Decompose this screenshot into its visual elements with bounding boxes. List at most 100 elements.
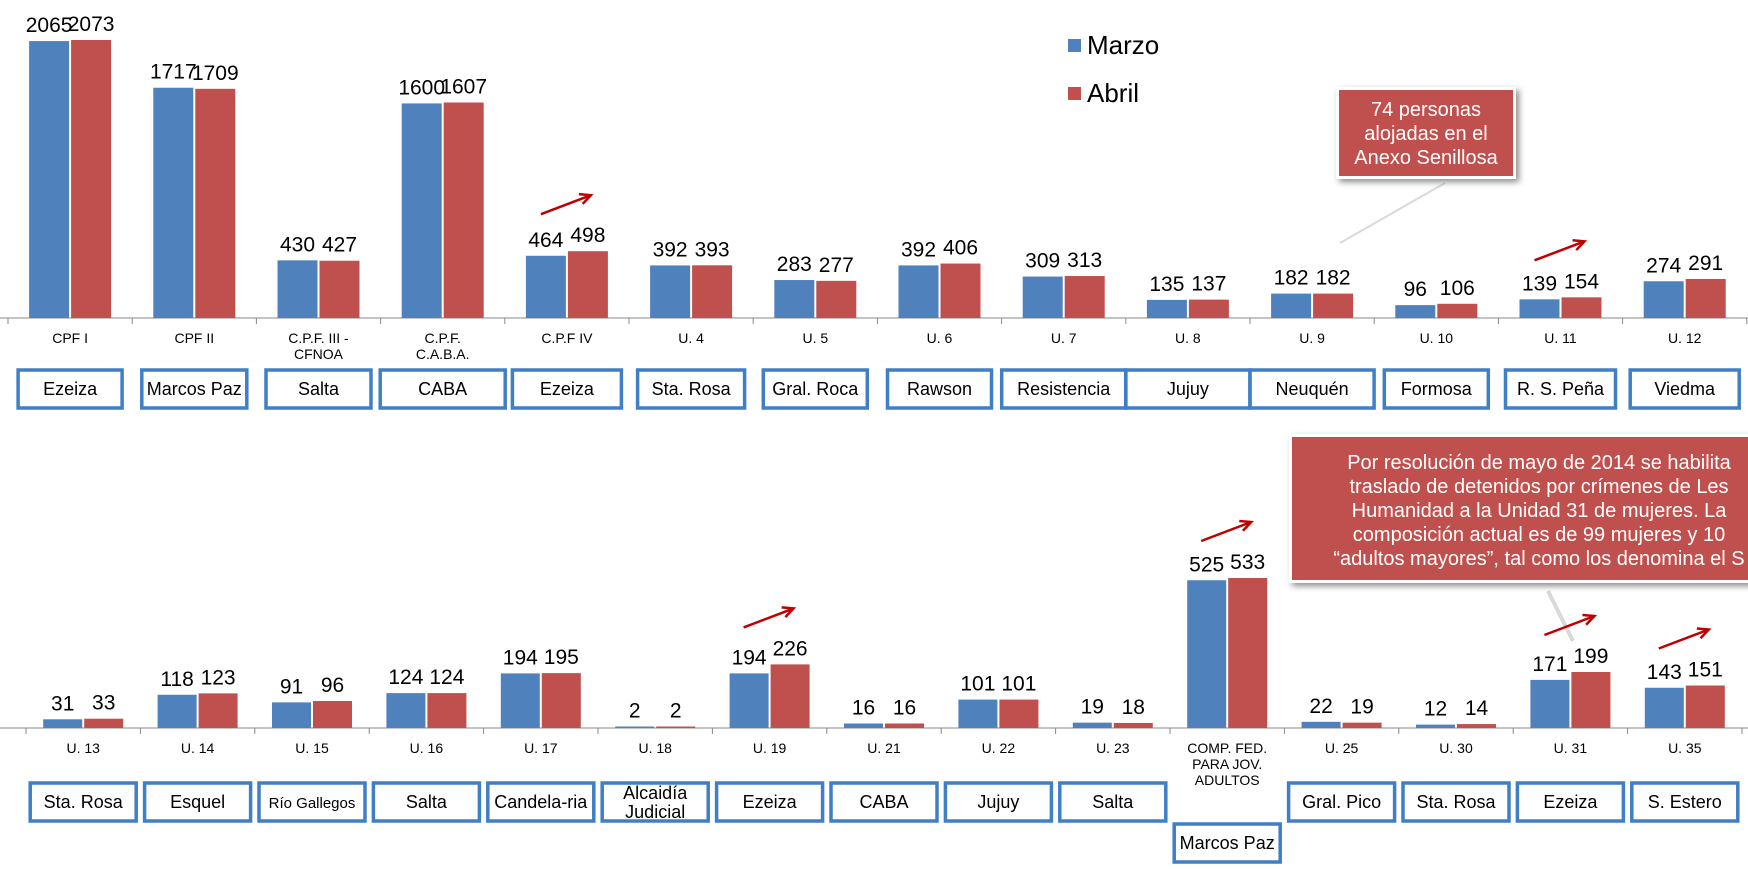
category-label: U. 4 — [678, 330, 704, 346]
location-label: Ezeiza — [43, 379, 98, 399]
data-label-marzo: 171 — [1532, 653, 1567, 676]
bar-marzo — [1530, 679, 1570, 728]
data-label-marzo: 2065 — [26, 14, 73, 37]
bar-abril — [1188, 299, 1229, 318]
bar-abril — [692, 265, 733, 318]
increase-arrow-head — [1696, 627, 1712, 640]
location-label: Sta. Rosa — [1416, 792, 1496, 812]
data-label-marzo: 283 — [777, 253, 812, 276]
bar-marzo — [958, 699, 998, 728]
location-label: S. Estero — [1648, 792, 1722, 812]
data-label-marzo: 525 — [1189, 553, 1224, 576]
location-label: Rawson — [907, 379, 972, 399]
location-label: Sta. Rosa — [652, 379, 732, 399]
location-label: Marcos Paz — [147, 379, 242, 399]
legend-label-marzo: Marzo — [1087, 30, 1160, 60]
data-label-abril: 226 — [773, 637, 808, 660]
bar-abril — [885, 723, 924, 728]
bar-marzo — [1416, 724, 1455, 728]
location-label: R. S. Peña — [1517, 379, 1605, 399]
category-label: U. 16 — [410, 740, 444, 756]
bar-abril — [1313, 293, 1354, 318]
location-label: Ezeiza — [743, 792, 798, 812]
location-label: Esquel — [170, 792, 225, 812]
category-label: U. 8 — [1175, 330, 1201, 346]
increase-arrow — [1200, 520, 1252, 543]
location-box — [761, 368, 870, 410]
category-label: CPF I — [52, 330, 88, 346]
bar-marzo — [525, 255, 566, 318]
bar-marzo — [1519, 299, 1560, 318]
bar-abril — [940, 263, 981, 318]
location-box — [1248, 368, 1376, 410]
data-label-abril: 393 — [695, 238, 730, 261]
category-label: U. 17 — [524, 740, 558, 756]
bar-marzo — [1271, 293, 1312, 318]
location-label: Ezeiza — [1543, 792, 1598, 812]
location-label: Viedma — [1654, 379, 1716, 399]
location-box — [1382, 368, 1491, 410]
bar-abril — [1685, 278, 1726, 318]
location-box — [264, 368, 373, 410]
data-label-abril: 96 — [321, 674, 344, 697]
location-box — [885, 368, 994, 410]
category-label: C.P.F IV — [541, 330, 593, 346]
location-label: Alcaidía — [623, 783, 688, 803]
location-label: Gral. Pico — [1302, 792, 1381, 812]
bar-marzo — [615, 726, 655, 728]
data-label-marzo: 96 — [1404, 278, 1427, 301]
legend-label-abril: Abril — [1087, 78, 1140, 108]
bar-abril — [313, 700, 352, 728]
legend-marzo: Marzo — [1068, 30, 1159, 61]
location-box — [714, 781, 825, 823]
bar-marzo — [157, 694, 197, 728]
data-label-marzo: 19 — [1081, 696, 1104, 719]
data-label-abril: 498 — [570, 224, 605, 247]
bar-abril — [816, 280, 857, 318]
bar-abril — [770, 664, 810, 728]
category-label: U. 14 — [181, 740, 215, 756]
category-label: U. 35 — [1668, 740, 1702, 756]
data-label-marzo: 139 — [1522, 272, 1557, 295]
bar-marzo — [844, 723, 883, 728]
location-label: Candela-ria — [494, 792, 588, 812]
data-label-abril: 124 — [429, 666, 464, 689]
location-box — [635, 368, 747, 410]
category-label: U. 21 — [867, 740, 901, 756]
bar-marzo — [729, 673, 769, 728]
bar-abril — [656, 726, 696, 728]
data-label-marzo: 2 — [629, 700, 641, 723]
bar-abril — [541, 673, 581, 728]
data-label-abril: 1607 — [440, 75, 487, 98]
location-box — [1630, 781, 1740, 823]
category-label: U. 7 — [1051, 330, 1077, 346]
bar-marzo — [1643, 281, 1684, 318]
callout-unidad-31: Por resolución de mayo de 2014 se habili… — [1289, 434, 1748, 583]
bar-abril — [1228, 578, 1268, 728]
data-label-marzo: 194 — [732, 646, 767, 669]
category-label: U. 13 — [66, 740, 100, 756]
bar-marzo — [500, 673, 540, 728]
category-label: U. 6 — [927, 330, 953, 346]
bar-abril — [427, 693, 467, 728]
increase-arrow — [1543, 614, 1595, 637]
increase-arrow — [540, 194, 592, 216]
legend-swatch-marzo — [1068, 39, 1081, 52]
category-label: U. 31 — [1554, 740, 1588, 756]
data-label-marzo: 135 — [1149, 273, 1184, 296]
increase-arrow-head — [1572, 239, 1588, 251]
bar-abril — [1064, 276, 1105, 318]
bar-abril — [1457, 724, 1496, 728]
data-label-marzo: 143 — [1647, 661, 1682, 684]
location-label: CABA — [859, 792, 908, 812]
bar-marzo — [401, 103, 442, 319]
data-label-abril: 313 — [1067, 249, 1102, 272]
bar-marzo — [774, 280, 815, 318]
data-label-abril: 19 — [1350, 696, 1373, 719]
data-label-abril: 406 — [943, 237, 978, 260]
location-box — [1515, 781, 1626, 823]
location-box — [1503, 368, 1618, 410]
data-label-marzo: 392 — [901, 238, 936, 261]
data-label-abril: 291 — [1688, 252, 1723, 275]
